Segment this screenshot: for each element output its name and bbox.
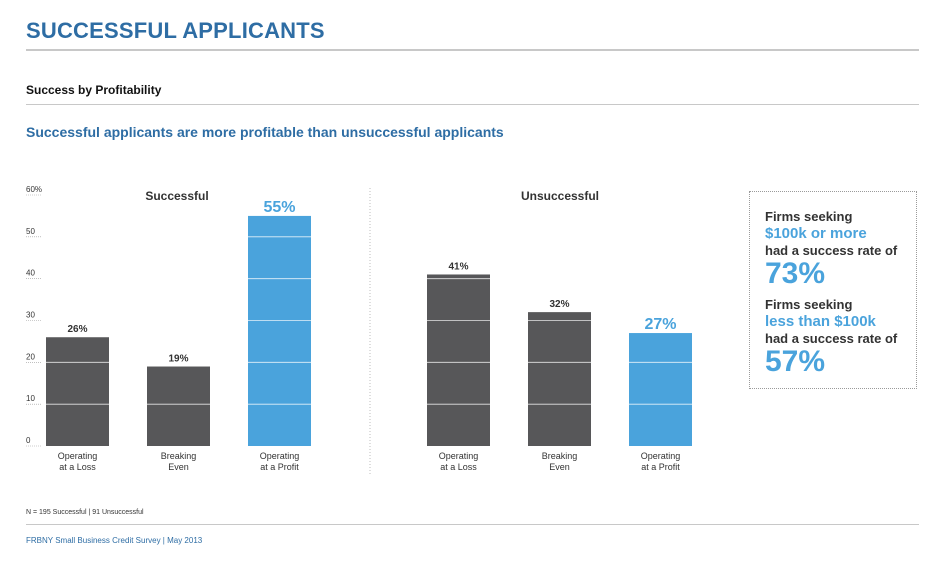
callout-line-2: $100k or more xyxy=(765,225,867,242)
data-label: 55% xyxy=(263,199,295,216)
category-label: Operating xyxy=(260,451,300,461)
data-label: 27% xyxy=(644,316,676,333)
data-label: 26% xyxy=(67,324,87,335)
sample-size-note: N = 195 Successful | 91 Unsuccessful xyxy=(26,509,144,516)
category-label: Breaking xyxy=(161,451,197,461)
callout-line-6: less than $100k xyxy=(765,313,876,330)
y-tick-label: 50 xyxy=(26,227,35,236)
panel-title: Unsuccessful xyxy=(521,189,599,203)
bar xyxy=(528,312,591,446)
bar xyxy=(147,366,210,446)
category-label: Operating xyxy=(439,451,479,461)
bar xyxy=(427,274,490,446)
page-title: SUCCESSFUL APPLICANTS xyxy=(26,18,325,43)
section-heading: Success by Profitability xyxy=(26,83,162,97)
category-label: at a Loss xyxy=(440,462,477,472)
title-divider xyxy=(26,49,919,51)
y-tick-label: 30 xyxy=(26,311,35,320)
y-tick-label: 40 xyxy=(26,269,35,278)
category-label: Operating xyxy=(58,451,98,461)
category-label: Breaking xyxy=(542,451,578,461)
section-divider xyxy=(26,104,919,105)
bar xyxy=(46,337,109,446)
bar xyxy=(248,215,311,446)
callout-rate-small-loans: 57% xyxy=(765,345,826,378)
callout-line-5: Firms seeking xyxy=(765,297,853,312)
success-rate-callout: Firms seeking $100k or more had a succes… xyxy=(749,191,917,389)
y-tick-label: 10 xyxy=(26,394,35,403)
data-label: 19% xyxy=(168,354,188,365)
callout-line-3: had a success rate of xyxy=(765,243,898,258)
data-label: 41% xyxy=(448,261,468,272)
category-label: at a Profit xyxy=(260,462,299,472)
category-label: Even xyxy=(549,462,570,472)
callout-rate-large-loans: 73% xyxy=(765,257,826,290)
chart-subtitle: Successful applicants are more profitabl… xyxy=(26,124,504,140)
category-label: at a Loss xyxy=(59,462,96,472)
panel-title: Successful xyxy=(145,189,208,203)
category-label: Even xyxy=(168,462,189,472)
bar xyxy=(629,333,692,446)
category-label: Operating xyxy=(641,451,681,461)
callout-line-1: Firms seeking xyxy=(765,209,853,224)
callout-line-7: had a success rate of xyxy=(765,331,898,346)
category-label: at a Profit xyxy=(641,462,680,472)
data-label: 32% xyxy=(549,299,569,310)
source-footer: FRBNY Small Business Credit Survey | May… xyxy=(26,536,203,545)
y-tick-label: 60% xyxy=(26,185,42,194)
y-tick-label: 20 xyxy=(26,352,35,361)
y-tick-label: 0 xyxy=(26,436,31,445)
footer-divider xyxy=(26,524,919,525)
